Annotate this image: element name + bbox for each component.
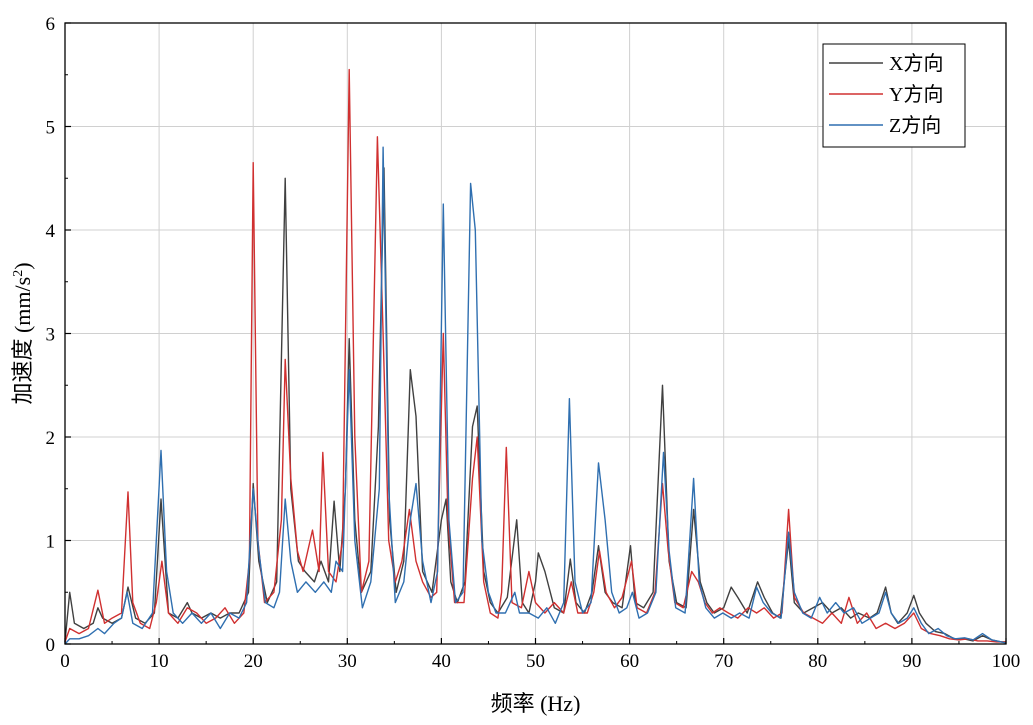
- x-tick-label: 100: [992, 651, 1021, 672]
- y-axis-label-superscript: 2: [11, 270, 26, 277]
- y-tick-label: 0: [46, 635, 56, 656]
- x-tick-label: 70: [714, 651, 733, 672]
- x-tick-label: 40: [432, 651, 451, 672]
- y-tick-label: 5: [46, 118, 56, 139]
- y-axis-label: 加速度 (mm/s2): [10, 262, 35, 404]
- x-axis: 0 10 20 30 40 50 60 70 80 90 100: [60, 638, 1020, 672]
- series-layer: [64, 68, 1007, 645]
- x-tick-label: 90: [902, 651, 921, 672]
- y-tick-label: 3: [46, 325, 56, 346]
- y-tick-label: 1: [46, 532, 56, 553]
- x-tick-label: 30: [338, 651, 357, 672]
- x-tick-label: 80: [808, 651, 827, 672]
- x-tick-label: 20: [244, 651, 263, 672]
- y-tick-label: 4: [46, 221, 56, 242]
- y-axis: 0 1 2 3 4 5 6: [46, 14, 71, 656]
- x-axis-label: 频率 (Hz): [491, 691, 581, 716]
- x-tick-label: 0: [60, 651, 70, 672]
- legend-label: Y方向: [889, 83, 943, 106]
- legend-label: X方向: [889, 52, 943, 75]
- series-line-z: [64, 146, 1007, 645]
- y-axis-label-close: ): [10, 262, 35, 269]
- y-axis-label-main: 加速度 (mm/s: [10, 277, 35, 405]
- legend-box: [822, 43, 966, 148]
- x-tick-label: 60: [620, 651, 639, 672]
- legend-label: Z方向: [889, 114, 941, 137]
- y-tick-label: 6: [46, 14, 56, 35]
- y-tick-label: 2: [46, 428, 56, 449]
- x-tick-label: 50: [526, 651, 545, 672]
- series-line-x: [64, 167, 1006, 643]
- legend: X方向 Y方向 Z方向: [822, 43, 966, 148]
- series-line-y: [64, 68, 1006, 643]
- x-tick-label: 10: [150, 651, 169, 672]
